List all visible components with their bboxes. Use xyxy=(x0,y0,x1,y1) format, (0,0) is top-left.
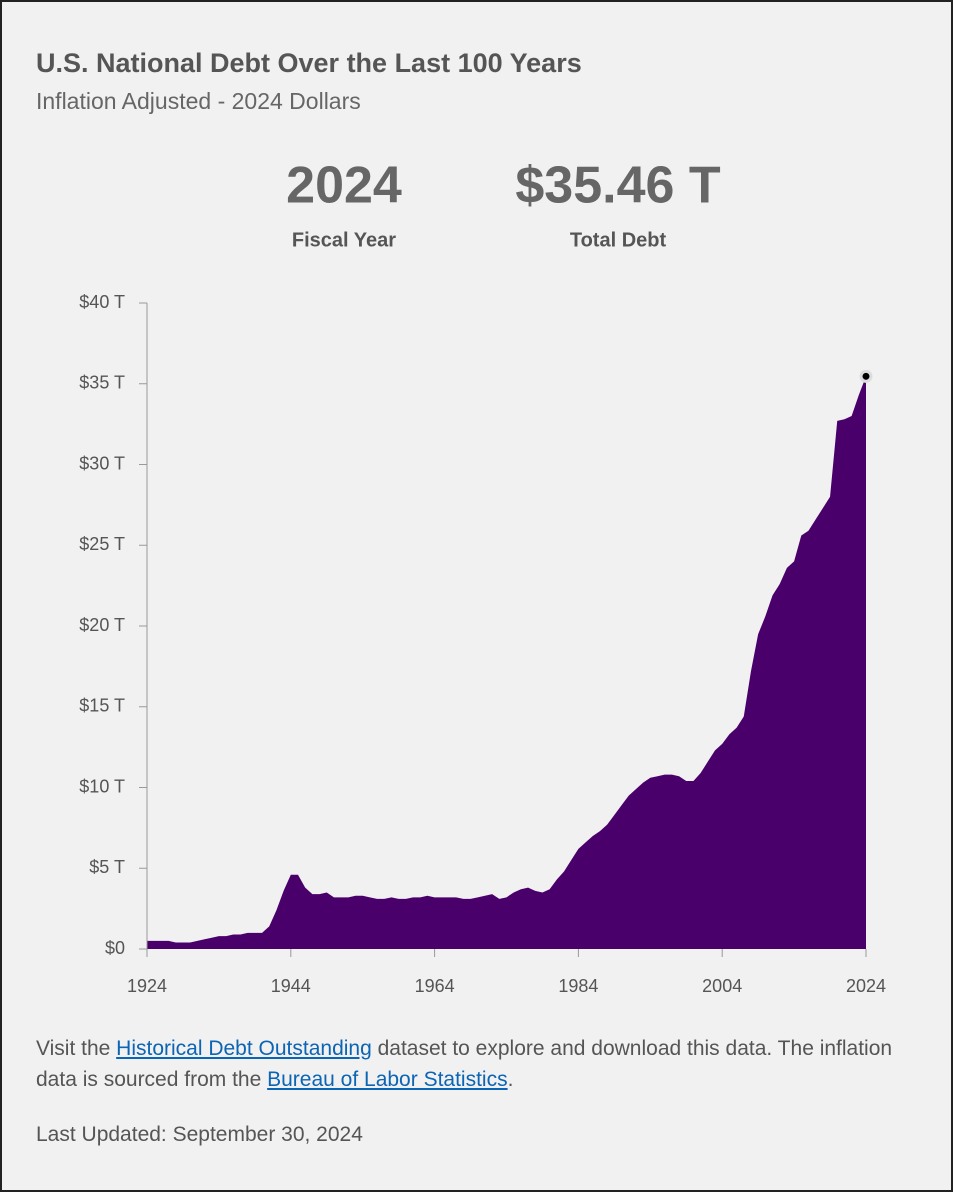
highlight-point xyxy=(859,369,873,383)
y-tick-label: $30 T xyxy=(79,453,125,473)
x-tick-label: 1944 xyxy=(271,976,311,996)
dataset-link[interactable]: Historical Debt Outstanding xyxy=(116,1037,372,1060)
area xyxy=(147,376,866,949)
chart: U.S. National Debt Over the Last 100 Yea… xyxy=(36,48,886,996)
y-tick-label: $20 T xyxy=(79,615,125,635)
last-updated: Last Updated: September 30, 2024 xyxy=(36,1123,363,1146)
y-tick-label: $10 T xyxy=(79,776,125,796)
y-tick-label: $40 T xyxy=(79,292,125,312)
footer-note: Visit the Historical Debt Outstanding da… xyxy=(36,1033,916,1095)
chart-title: U.S. National Debt Over the Last 100 Yea… xyxy=(36,48,582,78)
y-tick-label: $25 T xyxy=(79,534,125,554)
y-tick-label: $15 T xyxy=(79,696,125,716)
highlight-year: 2024 xyxy=(286,157,402,215)
highlight-value-label: Total Debt xyxy=(570,229,667,251)
chart-subtitle: Inflation Adjusted - 2024 Dollars xyxy=(36,88,361,114)
x-tick-label: 1924 xyxy=(127,976,167,996)
bls-link[interactable]: Bureau of Labor Statistics xyxy=(267,1068,508,1091)
x-tick-label: 2004 xyxy=(702,976,742,996)
footer-text: . xyxy=(507,1068,514,1091)
x-tick-label: 1964 xyxy=(415,976,455,996)
y-tick-label: $5 T xyxy=(89,857,125,877)
footer-text: Visit the xyxy=(36,1037,117,1060)
x-tick-label: 1984 xyxy=(558,976,598,996)
y-tick-label: $0 xyxy=(105,938,125,958)
y-tick-label: $35 T xyxy=(79,373,125,393)
highlight-year-label: Fiscal Year xyxy=(292,229,396,251)
footer-text: dataset to explore and download this dat… xyxy=(36,1037,893,1091)
highlight-value: $35.46 T xyxy=(515,157,720,215)
x-tick-label: 2024 xyxy=(846,976,886,996)
